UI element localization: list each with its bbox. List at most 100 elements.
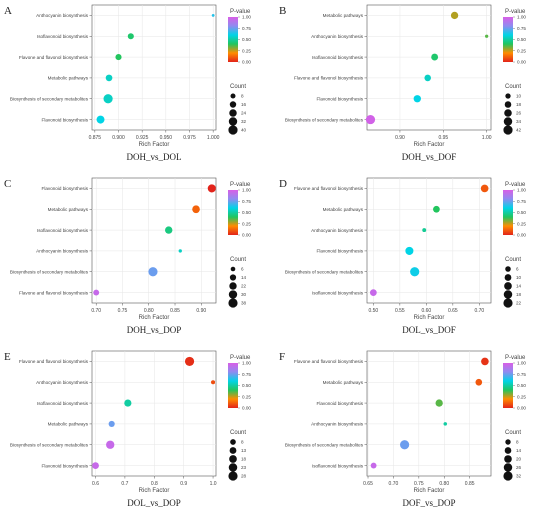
pathway-label: Isoflavonoid biosynthesis xyxy=(37,401,89,406)
x-tick-label: 0.950 xyxy=(160,135,173,141)
data-point xyxy=(211,380,216,385)
colorbar-tick-label: 0.75 xyxy=(517,372,526,377)
data-point xyxy=(115,54,122,61)
x-tick-label: 0.85 xyxy=(465,481,475,487)
pathway-label: Biosynthesis of secondary metabolites xyxy=(285,117,364,122)
data-point xyxy=(178,249,182,253)
size-legend-label: 10 xyxy=(516,275,522,280)
pathway-label: Anthocyanin biosynthesis xyxy=(311,34,364,39)
colorbar-title: P-value xyxy=(230,355,251,361)
pathway-label: Anthocyanin biosynthesis xyxy=(36,249,89,254)
pathway-label: Flavone and flavonol biosynthesis xyxy=(294,186,364,191)
comparison-title: DOF_vs_DOP xyxy=(402,498,455,508)
size-legend-dot xyxy=(229,109,237,117)
colorbar-tick-label: 0.50 xyxy=(242,383,251,388)
colorbar-tick-label: 0.75 xyxy=(242,26,251,31)
size-legend-label: 32 xyxy=(516,474,522,479)
size-legend-dot xyxy=(229,282,237,290)
size-legend-label: 30 xyxy=(241,292,247,297)
x-tick-label: 0.80 xyxy=(439,481,449,487)
pathway-label: Biosynthesis of secondary metabolites xyxy=(285,442,364,447)
size-legend-dot xyxy=(228,298,238,308)
pathway-label: Metabolic pathways xyxy=(323,207,364,212)
size-legend-dot xyxy=(503,290,513,299)
pathway-label: Isoflavonoid biosynthesis xyxy=(312,55,364,60)
pathway-label: Metabolic pathways xyxy=(48,207,89,212)
colorbar-tick-label: 0.25 xyxy=(517,48,526,53)
data-point xyxy=(207,184,216,193)
data-point xyxy=(365,114,376,125)
data-point xyxy=(103,94,113,104)
comparison-title: DOH_vs_DOP xyxy=(127,325,182,335)
size-legend-dot xyxy=(504,109,512,117)
colorbar-title: P-value xyxy=(505,182,526,188)
size-legend-title: Count xyxy=(505,84,521,90)
colorbar xyxy=(503,17,513,62)
panel-b: B 0.90 0.95 1.00 Metabolic pathways Anthocyan… xyxy=(275,0,550,173)
panel-d: D 0.50 0.55 0.60 0.65 0.70 Flavone and flavono… xyxy=(275,173,550,346)
size-legend-label: 8 xyxy=(241,440,244,445)
comparison-title: DOH_vs_DOF xyxy=(402,152,457,162)
panel-e: E 0.6 0.7 0.8 0.9 1.0 Flavone and flavonol bio… xyxy=(0,346,275,519)
panel-c: C 0.70 0.75 0.80 0.85 0.90 Flavonoid biosynthe… xyxy=(0,173,275,346)
data-point xyxy=(369,289,377,296)
x-axis-label: Rich Factor xyxy=(414,488,445,494)
size-legend-dot xyxy=(504,455,512,463)
size-legend-dot xyxy=(505,266,511,272)
plot-area xyxy=(91,177,217,304)
data-point xyxy=(405,246,414,255)
size-legend-label: 26 xyxy=(516,465,522,470)
x-tick-label: 0.70 xyxy=(91,308,101,314)
size-legend-dot xyxy=(503,125,513,135)
pathway-label: Anthocyanin biosynthesis xyxy=(311,422,364,427)
x-tick-label: 0.90 xyxy=(395,135,405,141)
size-legend-title: Count xyxy=(230,84,246,90)
pathway-label: Anthocyanin biosynthesis xyxy=(311,228,364,233)
size-legend-dot xyxy=(503,463,513,472)
x-tick-label: 1.000 xyxy=(207,135,220,141)
size-legend-title: Count xyxy=(230,430,246,436)
size-legend-dot xyxy=(505,93,511,99)
size-legend-label: 13 xyxy=(241,448,247,453)
comparison-title: DOH_vs_DOL xyxy=(127,152,182,162)
x-tick-label: 0.60 xyxy=(421,308,431,314)
x-axis-label: Rich Factor xyxy=(414,142,445,148)
data-point xyxy=(422,228,427,233)
x-tick-label: 0.85 xyxy=(170,308,180,314)
pathway-label: Flavonoid biosynthesis xyxy=(317,96,364,101)
size-legend-label: 10 xyxy=(516,94,522,99)
pathway-label: Biosynthesis of secondary metabolites xyxy=(10,269,89,274)
size-legend-label: 40 xyxy=(241,128,247,133)
colorbar-title: P-value xyxy=(230,9,251,15)
colorbar-tick-label: 1.00 xyxy=(517,188,526,193)
size-legend-dot xyxy=(230,439,236,445)
colorbar-title: P-value xyxy=(505,355,526,361)
colorbar-tick-label: 1.00 xyxy=(517,361,526,366)
x-tick-label: 0.6 xyxy=(92,481,99,487)
size-legend-label: 18 xyxy=(241,457,247,462)
colorbar-tick-label: 0.50 xyxy=(517,37,526,42)
x-axis-label: Rich Factor xyxy=(414,315,445,321)
size-legend-label: 16 xyxy=(241,102,247,107)
pathway-label: Flavonoid biosynthesis xyxy=(42,186,89,191)
data-point xyxy=(93,289,100,296)
pathway-label: Flavonoid biosynthesis xyxy=(42,117,89,122)
colorbar xyxy=(228,363,238,408)
colorbar-tick-label: 0.25 xyxy=(517,221,526,226)
bubble-chart: D 0.50 0.55 0.60 0.65 0.70 Flavone and flavono… xyxy=(279,177,526,335)
x-tick-label: 0.925 xyxy=(136,135,149,141)
data-point xyxy=(400,440,410,450)
colorbar-title: P-value xyxy=(230,182,251,188)
data-point xyxy=(481,357,489,366)
bubble-chart: F 0.65 0.70 0.75 0.80 0.85 Flavone and flavono… xyxy=(279,350,526,508)
size-legend-label: 42 xyxy=(516,128,522,133)
colorbar-tick-label: 0.50 xyxy=(242,37,251,42)
size-legend-title: Count xyxy=(505,430,521,436)
pathway-label: Biosynthesis of secondary metabolites xyxy=(10,442,89,447)
size-legend-label: 38 xyxy=(241,301,247,306)
panel-letter: B xyxy=(279,5,286,17)
size-legend-label: 22 xyxy=(516,301,522,306)
colorbar-tick-label: 0.25 xyxy=(242,221,251,226)
pathway-label: Anthocyanin biosynthesis xyxy=(36,380,89,385)
